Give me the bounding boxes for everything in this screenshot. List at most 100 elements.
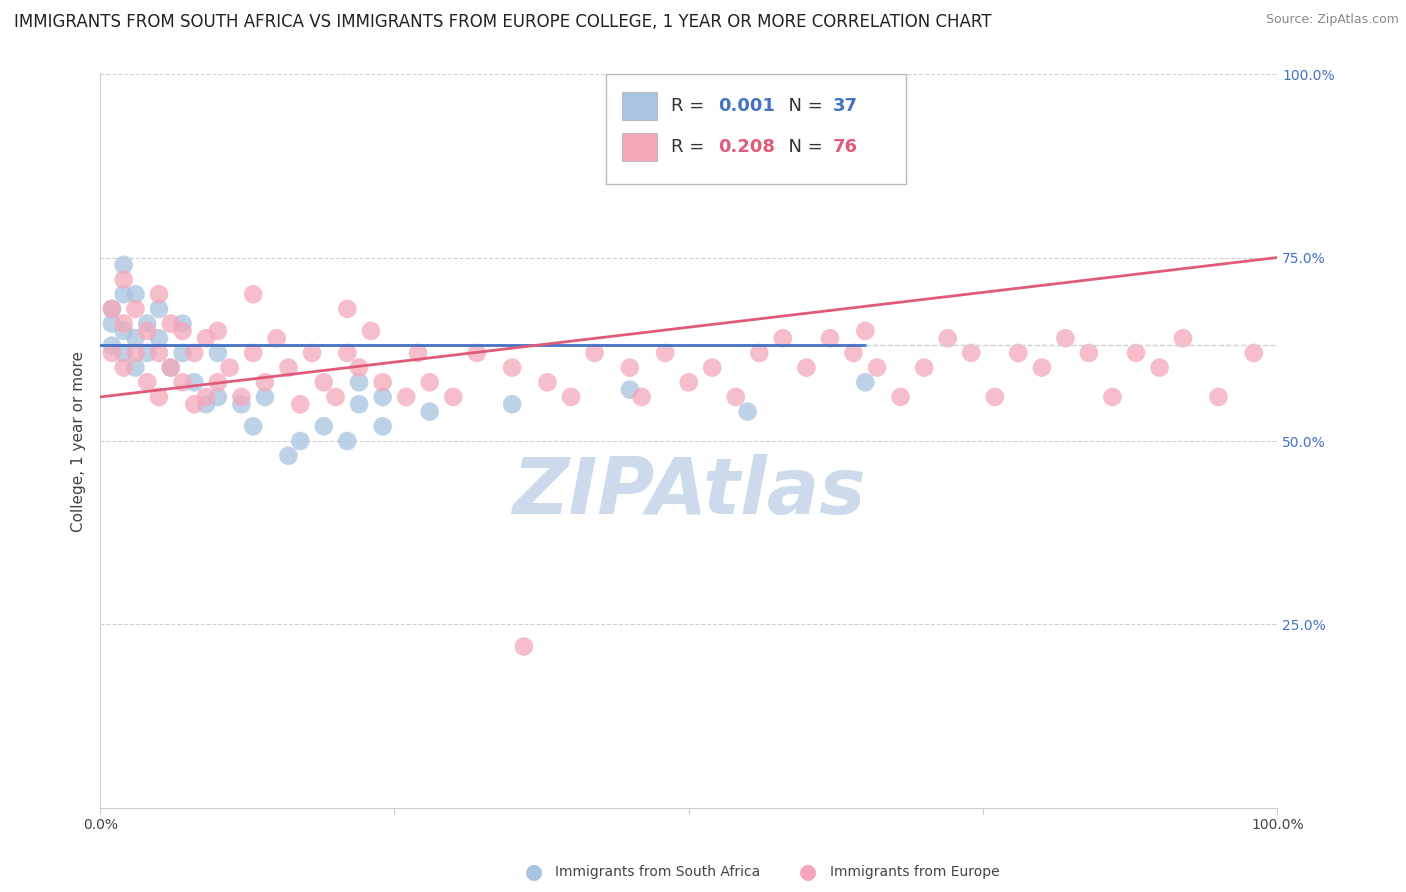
- Point: [1171, 331, 1194, 345]
- Point: [136, 346, 159, 360]
- Point: [536, 376, 558, 390]
- Point: [159, 360, 181, 375]
- Point: [207, 376, 229, 390]
- Point: [159, 317, 181, 331]
- Point: [290, 397, 312, 411]
- Point: [336, 346, 359, 360]
- Point: [419, 376, 441, 390]
- Point: [724, 390, 747, 404]
- Point: [312, 419, 335, 434]
- Text: R =: R =: [671, 138, 710, 156]
- Point: [242, 287, 264, 301]
- Point: [112, 324, 135, 338]
- Point: [866, 360, 889, 375]
- Point: [501, 360, 523, 375]
- Point: [1054, 331, 1077, 345]
- Point: [112, 287, 135, 301]
- Text: R =: R =: [671, 96, 710, 114]
- Point: [242, 346, 264, 360]
- Point: [172, 376, 194, 390]
- Point: [207, 346, 229, 360]
- Point: [960, 346, 983, 360]
- Point: [1007, 346, 1029, 360]
- Point: [195, 397, 218, 411]
- Point: [290, 434, 312, 448]
- Point: [984, 390, 1007, 404]
- Point: [619, 360, 641, 375]
- Point: [148, 301, 170, 316]
- FancyBboxPatch shape: [621, 134, 657, 161]
- Point: [560, 390, 582, 404]
- Text: 37: 37: [832, 96, 858, 114]
- Point: [148, 390, 170, 404]
- Point: [1125, 346, 1147, 360]
- Point: [371, 376, 394, 390]
- Point: [148, 346, 170, 360]
- Y-axis label: College, 1 year or more: College, 1 year or more: [72, 351, 86, 532]
- Point: [195, 390, 218, 404]
- Point: [853, 376, 876, 390]
- Point: [253, 390, 276, 404]
- Point: [371, 419, 394, 434]
- Text: 76: 76: [832, 138, 858, 156]
- FancyBboxPatch shape: [621, 92, 657, 120]
- Point: [136, 324, 159, 338]
- Point: [748, 346, 770, 360]
- Point: [702, 360, 724, 375]
- Text: ●: ●: [800, 863, 817, 882]
- Point: [654, 346, 676, 360]
- Point: [148, 331, 170, 345]
- Point: [242, 419, 264, 434]
- Point: [218, 360, 240, 375]
- Point: [936, 331, 959, 345]
- Point: [231, 390, 253, 404]
- Point: [1243, 346, 1265, 360]
- Point: [101, 338, 124, 352]
- Point: [101, 346, 124, 360]
- Point: [1077, 346, 1099, 360]
- Point: [1031, 360, 1053, 375]
- Point: [183, 397, 205, 411]
- Point: [772, 331, 794, 345]
- Text: 0.208: 0.208: [718, 138, 775, 156]
- Point: [912, 360, 935, 375]
- Point: [678, 376, 700, 390]
- Point: [124, 346, 146, 360]
- Point: [465, 346, 488, 360]
- Point: [112, 317, 135, 331]
- Point: [312, 376, 335, 390]
- FancyBboxPatch shape: [606, 74, 907, 184]
- Point: [360, 324, 382, 338]
- Point: [183, 376, 205, 390]
- Text: 0.001: 0.001: [718, 96, 775, 114]
- Point: [301, 346, 323, 360]
- Point: [124, 287, 146, 301]
- Point: [441, 390, 464, 404]
- Point: [1101, 390, 1123, 404]
- Point: [112, 360, 135, 375]
- Point: [347, 397, 370, 411]
- Point: [112, 346, 135, 360]
- Point: [136, 317, 159, 331]
- Point: [371, 390, 394, 404]
- Point: [112, 258, 135, 272]
- Point: [183, 346, 205, 360]
- Point: [395, 390, 418, 404]
- Point: [890, 390, 912, 404]
- Text: ZIPAtlas: ZIPAtlas: [512, 454, 866, 531]
- Point: [336, 301, 359, 316]
- Point: [266, 331, 288, 345]
- Point: [172, 317, 194, 331]
- Point: [501, 397, 523, 411]
- Point: [406, 346, 429, 360]
- Point: [818, 331, 841, 345]
- Point: [347, 360, 370, 375]
- Point: [101, 301, 124, 316]
- Point: [231, 397, 253, 411]
- Point: [419, 404, 441, 418]
- Point: [124, 331, 146, 345]
- Text: Source: ZipAtlas.com: Source: ZipAtlas.com: [1265, 13, 1399, 27]
- Point: [159, 360, 181, 375]
- Point: [842, 346, 865, 360]
- Point: [853, 324, 876, 338]
